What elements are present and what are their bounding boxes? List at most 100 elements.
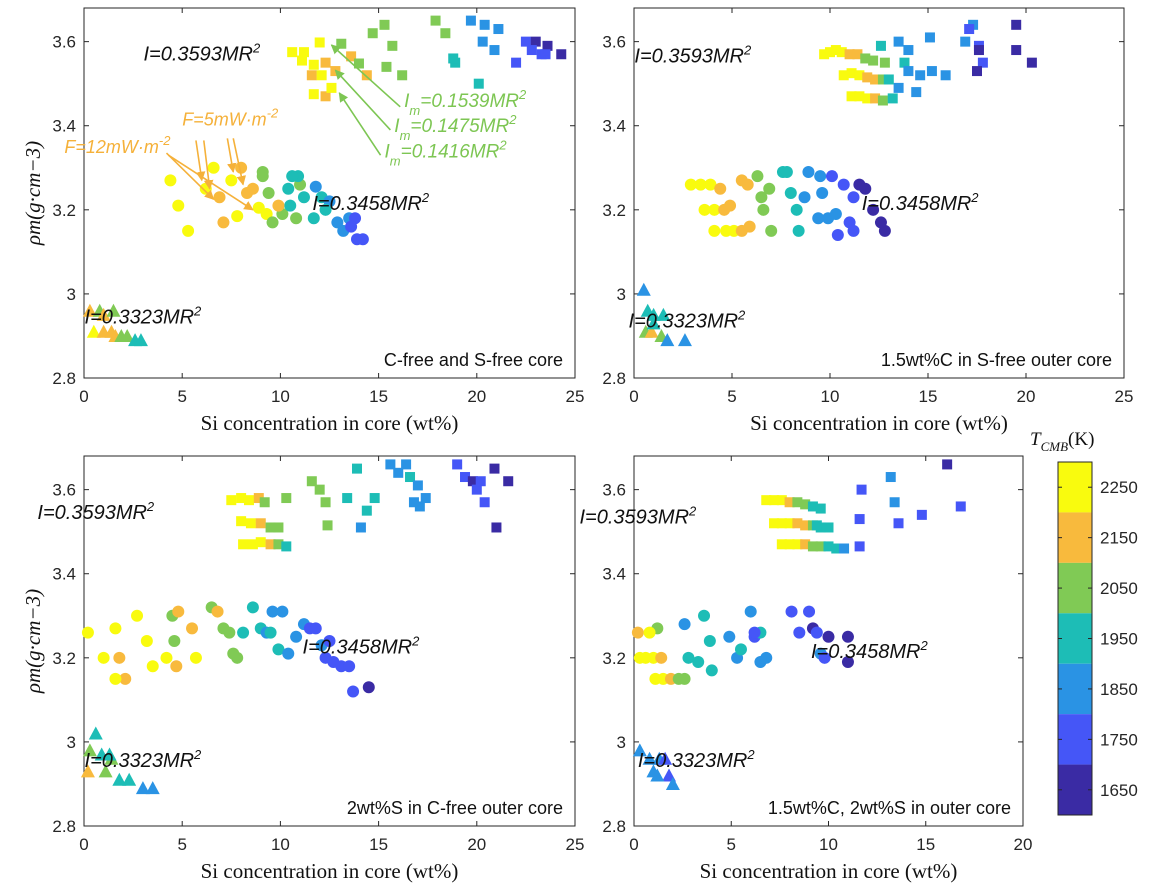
data-point-square [320, 497, 331, 508]
data-point-square [526, 45, 537, 56]
data-point-square [854, 91, 865, 102]
data-point-square [255, 537, 266, 548]
data-point-circle [748, 626, 761, 639]
data-point-square [926, 66, 937, 77]
colorbar-band [1058, 462, 1092, 513]
data-point-square [369, 493, 380, 504]
data-point-square [226, 495, 237, 506]
data-point-circle [284, 199, 297, 212]
data-point-circle [264, 626, 277, 639]
data-point-circle [146, 660, 159, 673]
data-point-circle [703, 635, 716, 647]
data-point-square [860, 53, 871, 64]
data-point-circle [307, 212, 320, 225]
data-point-square [306, 476, 317, 487]
data-point-square [916, 509, 927, 520]
data-point-circle [282, 182, 295, 195]
data-point-circle [793, 626, 806, 639]
data-point-circle [266, 216, 279, 229]
data-point-square [800, 520, 811, 531]
data-point-square [477, 36, 488, 47]
data-point-square [800, 539, 811, 550]
data-point-square [862, 93, 873, 104]
data-point-circle [109, 622, 122, 635]
series-circle [81, 601, 375, 698]
data-point-square [556, 49, 567, 60]
y-tick-label: 3 [67, 733, 76, 752]
series-square [819, 19, 1037, 106]
data-point-circle [798, 191, 811, 204]
data-point-circle [160, 651, 173, 664]
data-point-circle [655, 651, 668, 664]
data-point-circle [331, 216, 344, 229]
data-point-square [862, 72, 873, 83]
data-point-square [255, 518, 266, 529]
x-tick-label: 5 [727, 835, 736, 854]
x-axis-label: Si concentration in core (wt%) [201, 859, 459, 883]
y-tick-label: 2.8 [52, 369, 76, 388]
data-point-square [823, 541, 834, 552]
data-point-square [877, 74, 888, 85]
data-point-square [320, 91, 331, 102]
data-point-circle [231, 651, 244, 664]
data-point-circle [170, 660, 183, 673]
data-point-square [342, 493, 353, 504]
annotation-arrow [195, 140, 206, 182]
data-point-circle [211, 605, 224, 618]
data-point-square [903, 45, 914, 56]
data-point-triangle [82, 303, 97, 317]
colorbar-tick-label: 2250 [1100, 478, 1138, 497]
data-point-square [308, 59, 319, 70]
annotation-arrow [168, 154, 254, 211]
data-point-square [367, 28, 378, 39]
x-tick-label: 15 [369, 387, 388, 406]
data-point-circle [319, 203, 332, 216]
data-point-square [448, 53, 459, 64]
data-point-square [825, 47, 835, 58]
data-point-triangle [658, 751, 673, 765]
data-point-square [819, 49, 830, 60]
data-point-circle [792, 224, 805, 237]
data-point-square [807, 501, 818, 512]
data-point-circle [694, 178, 707, 191]
data-point-square [236, 516, 247, 527]
x-tick-label: 20 [467, 835, 486, 854]
data-point-square [955, 501, 966, 512]
moment-label: I=0.3323MR2 [85, 303, 203, 328]
heat-flux-label: F=12mW·m-2 [64, 133, 171, 157]
data-point-square [520, 36, 531, 47]
data-point-circle [643, 626, 656, 639]
colorbar-tick-label: 1850 [1100, 680, 1138, 699]
moment-label: I=0.3458MR2 [862, 190, 980, 215]
data-point-square [846, 68, 857, 79]
x-tick-label: 25 [1115, 387, 1134, 406]
data-point-circle [140, 635, 153, 647]
data-point-square [314, 37, 325, 48]
data-point-circle [260, 208, 273, 221]
data-point-square [430, 15, 441, 26]
data-point-square [942, 459, 953, 470]
data-point-circle [131, 609, 144, 622]
data-point-circle [266, 605, 279, 618]
y-tick-label: 3 [617, 285, 626, 304]
data-point-square [405, 472, 416, 483]
data-point-square [776, 495, 787, 506]
data-point-square [940, 70, 951, 81]
data-point-circle [286, 170, 299, 183]
data-point-circle [698, 609, 711, 622]
data-point-square [977, 57, 988, 68]
series-square [761, 459, 966, 554]
data-point-square [830, 45, 841, 56]
data-point-square [452, 459, 463, 470]
data-point-square [838, 70, 849, 81]
data-point-circle [847, 224, 860, 237]
chart-panel-2: 0 5 10 15 20 25 2.8 3 3.2 3.4 3.6 Si concentration … [602, 7, 1134, 435]
y-tick-label: 2.8 [602, 817, 626, 836]
annotation-group: F=5mW·m-2 F=12mW·m-2 Im=0.1539MR2Im=0.1475… [64, 44, 527, 211]
data-point-square [297, 55, 308, 66]
moment-label: I=0.3593MR2 [143, 41, 261, 66]
x-tick-label: 5 [177, 835, 186, 854]
data-point-triangle [114, 328, 129, 342]
data-point-square [903, 66, 914, 77]
data-point-circle [785, 605, 798, 618]
